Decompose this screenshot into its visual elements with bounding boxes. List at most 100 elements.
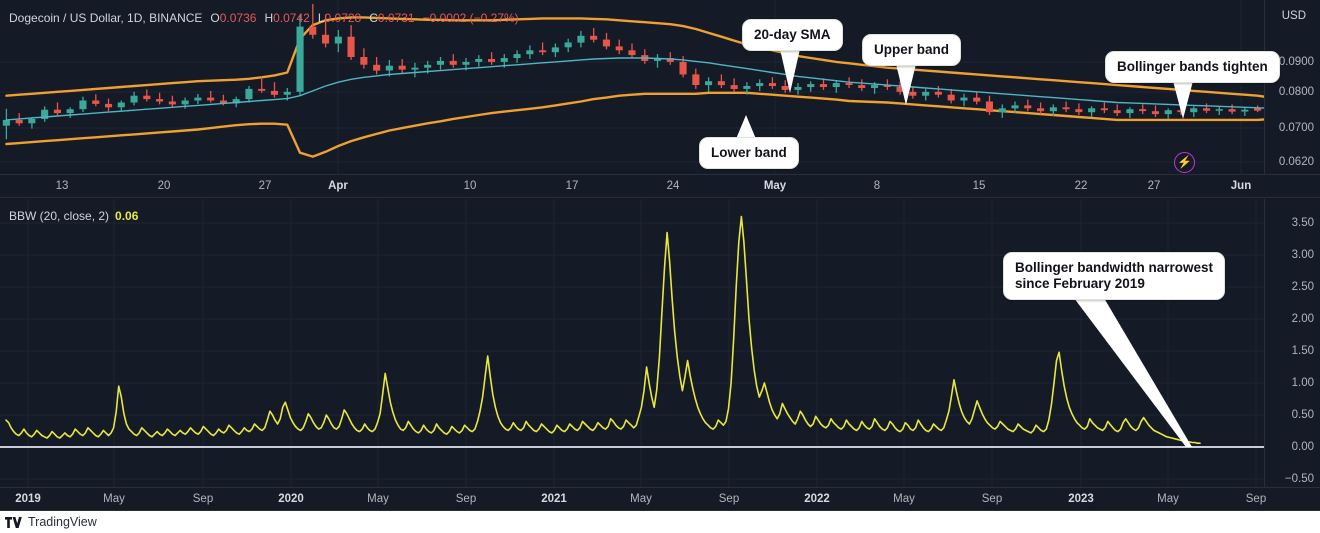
candle-body	[117, 102, 125, 108]
bbw-legend: BBW (20, close, 2) 0.06	[9, 209, 138, 223]
time-axis-tick: 13	[55, 180, 69, 192]
time-axis-tick: 2021	[541, 493, 567, 505]
candle-body	[1011, 105, 1019, 109]
price-legend: Dogecoin / US Dollar, 1D, BINANCE O0.0736…	[9, 11, 519, 25]
axis-tick-label: 0.0900	[1278, 56, 1314, 68]
candle-body	[219, 100, 227, 104]
candle-body	[577, 35, 585, 43]
candle-body	[28, 118, 36, 124]
bollinger-lower-band-line	[5, 91, 1264, 158]
bbw-axis-right[interactable]: 3.50 3.00 2.50 2.00 1.50 1.00 0.50 0.00 −0.50	[1264, 199, 1320, 511]
time-axis-tick: Sep	[981, 493, 1003, 505]
candle-body	[1177, 110, 1185, 113]
candle-body	[1241, 109, 1249, 112]
candle-body	[615, 46, 623, 51]
candle-body	[871, 85, 879, 88]
candle-body	[1203, 108, 1211, 111]
candle-body	[960, 97, 968, 101]
ohlc-low-value: 0.0728	[324, 11, 362, 25]
time-axis-tick: Apr	[328, 180, 348, 192]
symbol-title[interactable]: Dogecoin / US Dollar, 1D, BINANCE	[9, 11, 203, 25]
ohlc-open-label: O	[210, 11, 220, 25]
bbw-indicator-name[interactable]: BBW (20, close, 2)	[9, 209, 110, 223]
axis-tick-label: 2.50	[1291, 281, 1314, 293]
candle-body	[1049, 107, 1057, 112]
candle-body	[551, 47, 559, 53]
bbw-series-line	[5, 215, 1201, 444]
candle-body	[781, 86, 789, 90]
candle-body	[1151, 111, 1159, 115]
candle-body	[654, 58, 662, 61]
candle-body	[2, 119, 10, 126]
time-axis-tick: 10	[463, 180, 477, 192]
candle-body	[1190, 108, 1198, 113]
candle-body	[436, 60, 444, 65]
callout-bollinger-bandwidth-narrowest: Bollinger bandwidth narrowest since Febr…	[1003, 252, 1226, 300]
candle-body	[602, 39, 610, 47]
time-axis-tick: 15	[972, 180, 986, 192]
axis-tick-label: 0.00	[1291, 441, 1314, 453]
candle-body	[347, 36, 355, 57]
candle-body	[1228, 109, 1236, 112]
candle-body	[985, 101, 993, 113]
candle-body	[1062, 107, 1070, 110]
candle-body	[756, 83, 764, 86]
axis-tick-label: 0.0800	[1278, 86, 1314, 98]
candle-body	[500, 58, 508, 62]
axis-tick-label: 3.00	[1291, 249, 1314, 261]
candle-body	[322, 34, 330, 44]
time-axis-tick: May	[367, 493, 389, 505]
candle-body	[245, 88, 253, 100]
bbw-indicator-pane[interactable]: 3.50 3.00 2.50 2.00 1.50 1.00 0.50 0.00 −0.50	[0, 199, 1320, 511]
candle-body	[909, 91, 917, 96]
candle-body	[883, 85, 891, 87]
candle-body	[1164, 110, 1172, 115]
candle-body	[360, 57, 368, 65]
candle-body	[832, 83, 840, 87]
candlestick-svg	[0, 0, 1264, 174]
lightning-bolt-icon[interactable]: ⚡	[1174, 152, 1195, 173]
time-axis-tick: 2022	[804, 493, 830, 505]
candle-body	[296, 26, 304, 92]
ohlc-open-value: 0.0736	[219, 11, 257, 25]
candle-body	[385, 65, 393, 71]
candle-body	[922, 91, 930, 96]
candle-body	[156, 99, 164, 102]
candle-body	[105, 103, 113, 108]
candle-body	[488, 59, 496, 62]
price-chart-pane[interactable]: USD 0.0900 0.0800 0.0700 0.0620	[0, 0, 1320, 198]
time-axis-tick: 17	[565, 180, 579, 192]
bollinger-middle-sma-line	[5, 57, 1264, 121]
candle-body	[1254, 108, 1262, 111]
time-axis-tick: May	[763, 180, 787, 192]
candle-body	[424, 64, 432, 68]
candle-group	[2, 3, 1262, 140]
candle-body	[15, 119, 23, 124]
bbw-time-axis[interactable]: 2019 May Sep 2020 May Sep 2021 May Sep 2022 May Sep…	[0, 487, 1320, 511]
price-axis-right[interactable]: USD 0.0900 0.0800 0.0700 0.0620	[1264, 0, 1320, 198]
time-axis-tick: May	[103, 493, 125, 505]
price-plot-area[interactable]	[0, 0, 1264, 198]
axis-tick-label: 3.50	[1291, 217, 1314, 229]
candle-body	[947, 94, 955, 101]
candle-body	[92, 100, 100, 104]
axis-tick-label: 1.50	[1291, 345, 1314, 357]
candle-body	[53, 109, 61, 114]
time-axis-tick: 2019	[15, 493, 41, 505]
candle-body	[1088, 108, 1096, 113]
time-axis-tick: 24	[666, 180, 680, 192]
callout-upper-band: Upper band	[862, 34, 962, 66]
candle-body	[130, 95, 138, 103]
candle-body	[270, 90, 278, 95]
candle-body	[526, 50, 534, 55]
bbw-plot-area[interactable]	[0, 199, 1264, 511]
axis-tick-label: 0.50	[1291, 409, 1314, 421]
candle-body	[666, 58, 674, 62]
ohlc-low-label: L	[317, 11, 325, 25]
time-axis-tick: Sep	[718, 493, 740, 505]
candle-body	[398, 65, 406, 70]
price-time-axis[interactable]: 13 20 27 Apr 10 17 24 May 8 15 22 27 Jun	[0, 174, 1320, 198]
time-axis-tick: Sep	[192, 493, 214, 505]
callout-20-day-sma: 20-day SMA	[742, 19, 843, 51]
candle-body	[475, 59, 483, 62]
